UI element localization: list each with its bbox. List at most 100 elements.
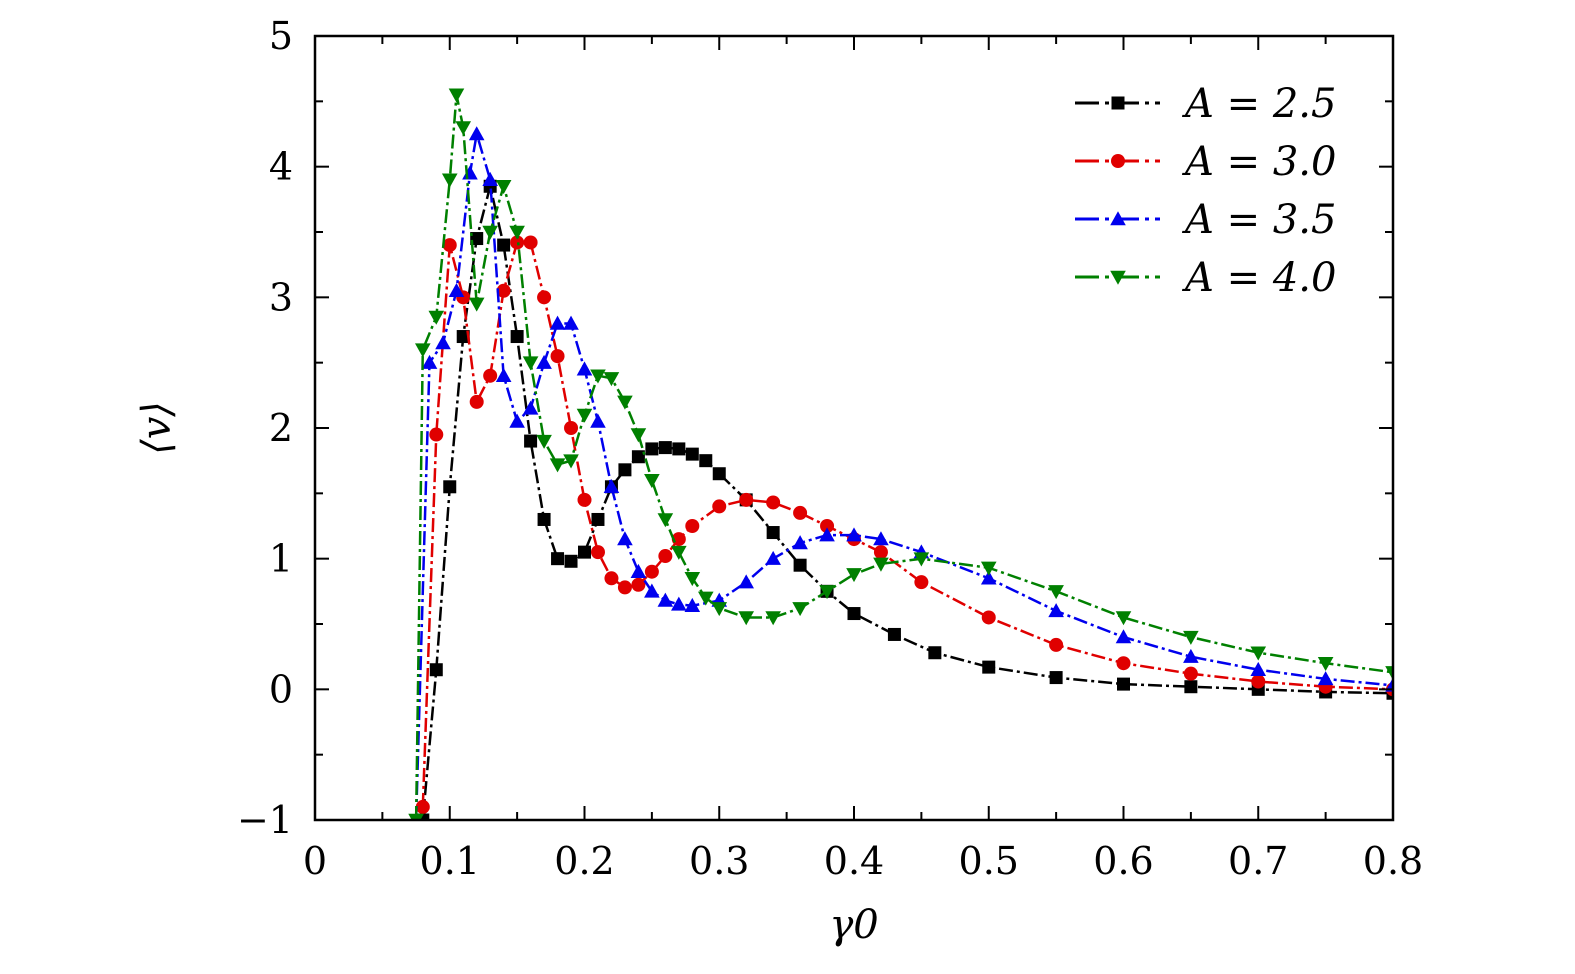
data-point (630, 563, 647, 578)
data-point (496, 283, 511, 298)
data-point (980, 561, 997, 576)
legend-item: A = 2.5 (1075, 81, 1336, 127)
data-point (435, 335, 451, 350)
data-point (712, 499, 727, 514)
series-4 (408, 88, 1393, 820)
y-tick-label: 5 (269, 14, 293, 58)
data-point (846, 568, 862, 583)
data-point (1385, 666, 1393, 681)
data-point (739, 492, 754, 507)
x-tick-label: 0.4 (824, 839, 884, 883)
data-point (1116, 656, 1131, 671)
data-point (873, 557, 889, 572)
data-point (429, 427, 444, 442)
data-point (455, 121, 472, 136)
data-point (576, 408, 593, 423)
data-point (671, 596, 687, 611)
data-point (630, 428, 647, 443)
data-point (657, 592, 674, 607)
data-point (618, 463, 632, 477)
data-point (738, 611, 754, 626)
data-point (631, 450, 645, 464)
data-point (887, 627, 901, 641)
y-tick-label: −1 (237, 798, 293, 842)
legend-item: A = 3.0 (1075, 139, 1336, 185)
legend-label: A = 4.0 (1181, 255, 1336, 301)
data-point (415, 343, 431, 358)
data-point (564, 421, 579, 435)
data-point (792, 602, 808, 617)
data-point (793, 505, 808, 520)
x-tick-label: 0.3 (689, 839, 749, 883)
data-point (981, 610, 996, 625)
data-point (577, 492, 592, 507)
data-point (1317, 671, 1334, 686)
data-point (819, 527, 835, 542)
data-point (421, 354, 438, 369)
data-point (1048, 603, 1064, 618)
data-point (536, 354, 552, 369)
data-point (564, 554, 578, 568)
data-point (1115, 629, 1132, 644)
data-point (416, 813, 430, 820)
x-tick-label: 0.7 (1228, 839, 1288, 883)
x-tick-label: 0.6 (1093, 839, 1153, 883)
data-point (847, 607, 861, 621)
data-point (509, 225, 525, 240)
data-point (468, 297, 485, 312)
data-point (1251, 674, 1266, 689)
data-point (483, 368, 498, 383)
data-point (468, 126, 485, 141)
data-point (604, 571, 619, 586)
data-point (766, 495, 781, 510)
data-point (462, 165, 478, 180)
data-point (1184, 680, 1198, 694)
data-point (617, 395, 633, 410)
data-point (712, 467, 726, 481)
data-point (441, 173, 458, 188)
x-axis-label: γ0 (829, 902, 878, 948)
data-point (617, 531, 633, 546)
data-point (645, 442, 659, 456)
data-point (631, 577, 646, 592)
data-point (738, 574, 754, 589)
data-point (617, 580, 632, 595)
data-point (495, 180, 512, 195)
data-point (1117, 677, 1130, 691)
axis-ticks (314, 35, 1394, 821)
data-point (765, 611, 781, 626)
data-point (603, 479, 620, 494)
data-point (551, 552, 565, 566)
legend-label: A = 3.0 (1181, 139, 1336, 185)
data-point (470, 232, 484, 246)
data-point (1250, 661, 1267, 676)
data-point (590, 413, 606, 428)
data-point (671, 545, 687, 560)
data-point (590, 369, 606, 384)
data-point (644, 564, 659, 579)
data-point (456, 330, 470, 344)
data-point (415, 799, 430, 814)
data-point (537, 290, 552, 305)
data-point (1385, 677, 1393, 692)
data-point (1048, 585, 1064, 600)
data-point (793, 558, 807, 572)
data-point (522, 400, 539, 415)
data-point (537, 512, 551, 526)
data-point (1250, 646, 1267, 661)
data-point (684, 597, 701, 612)
series-layer (408, 88, 1393, 820)
data-point (523, 235, 538, 250)
y-axis-label: ⟨v⟩ (134, 401, 180, 455)
data-point (928, 646, 942, 660)
data-point (1317, 656, 1334, 671)
data-point (442, 238, 457, 253)
y-tick-label: 3 (269, 275, 293, 319)
data-point (495, 367, 512, 382)
data-point (448, 283, 465, 298)
data-point (549, 458, 566, 473)
x-tick-label: 0.5 (959, 839, 1019, 883)
x-tick-label: 0.2 (554, 839, 614, 883)
